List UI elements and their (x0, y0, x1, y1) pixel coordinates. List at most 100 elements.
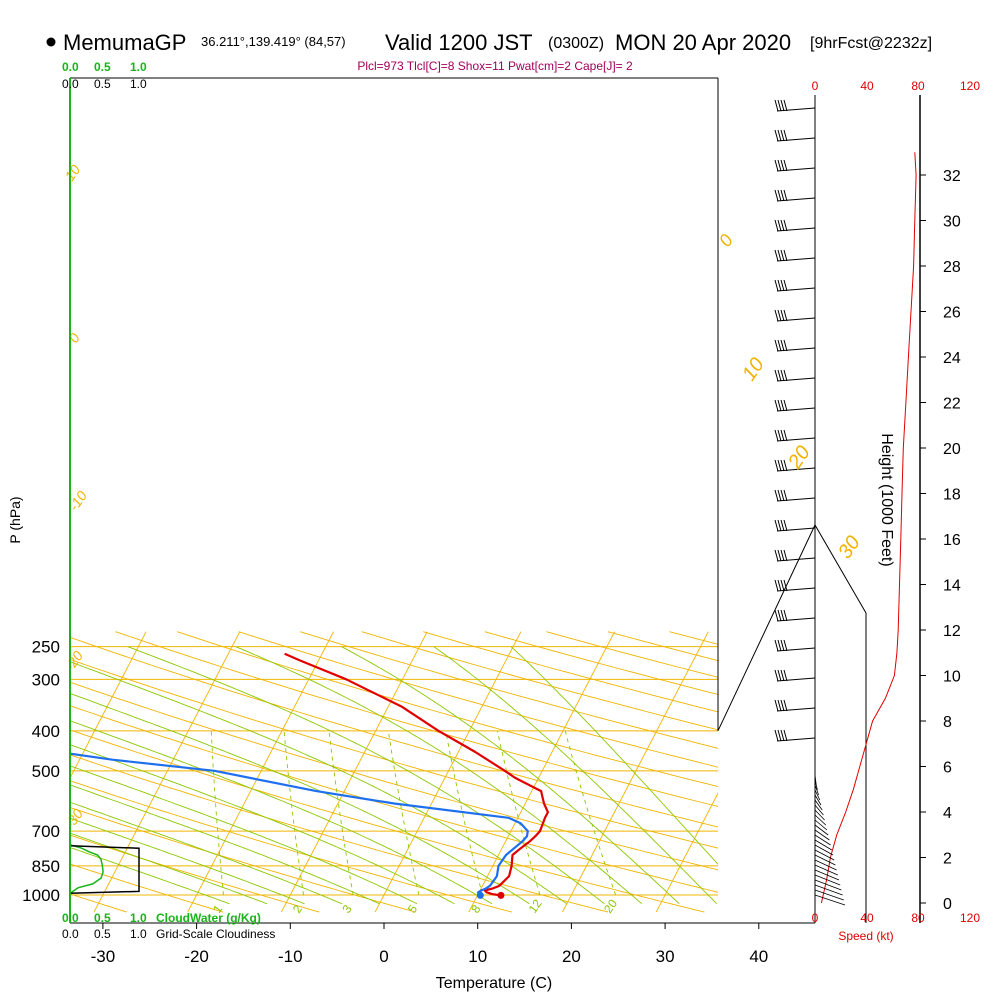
mixing-ratio-line (210, 730, 224, 896)
wind-barb-flag (783, 579, 788, 592)
temperature-tick-label: 0 (379, 947, 388, 966)
wind-barb-flag (774, 489, 779, 502)
wind-barb-flag (780, 249, 785, 262)
wind-barb-flag (777, 249, 782, 262)
height-tick-label: 18 (943, 487, 961, 504)
dry-adiabat-line (70, 806, 416, 913)
wind-barb-staff (776, 227, 816, 232)
height-tick-label: 14 (943, 578, 961, 595)
wind-barb-icon (774, 729, 816, 742)
moist-adiabat-line (70, 744, 455, 905)
wind-barb-icon (774, 489, 816, 502)
height-tick-label: 28 (943, 259, 961, 276)
low-level-wind-barb-icon (814, 839, 833, 851)
wind-barb-flag (774, 369, 779, 382)
moist-adiabat-line (70, 817, 305, 905)
low-level-wind-barb-icon (814, 869, 840, 881)
dry-adiabat-line (70, 658, 718, 849)
mixing-ratio-label: 5 (405, 902, 420, 916)
low-level-wind-barb-icon (814, 879, 842, 891)
low-level-wind-barb-icon (814, 779, 818, 791)
moist-adiabat-line (70, 720, 493, 905)
mixing-ratio-label: 3 (339, 902, 354, 916)
low-level-wind-barb-icon (814, 874, 841, 886)
moist-adiabat-line (70, 692, 530, 905)
height-tick-label: 8 (943, 714, 952, 731)
wind-barb-flag (774, 549, 779, 562)
wind-barb-icon (774, 429, 816, 442)
wind-barb-flag (783, 99, 788, 112)
y-axis-label: P (hPa) (7, 496, 23, 543)
chart-header: MemumaGP 36.211°,139.419° (84,57) Valid … (46, 30, 932, 73)
cloudiness-top-tick: 0.5 (94, 77, 111, 91)
height-tick-label: 16 (943, 532, 961, 549)
wind-barb-staff (776, 317, 816, 322)
low-level-wind-barb-icon (814, 799, 823, 811)
speed-top-tick: 0 (812, 79, 819, 93)
height-tick-label: 2 (943, 851, 952, 868)
isotherm-label: 10 (61, 162, 83, 184)
mixing-ratio-line (283, 730, 305, 896)
wind-barb-flag (777, 459, 782, 472)
wind-barb-flag (780, 489, 785, 502)
wind-barb-flag (783, 369, 788, 382)
wind-barb-flag (780, 129, 785, 142)
wind-barb-flag (780, 339, 785, 352)
speed-axis-label: Speed (kt) (838, 929, 893, 943)
wind-barb-flag (777, 609, 782, 622)
isotherm-line (562, 631, 709, 913)
moist-adiabat-line (70, 661, 568, 905)
wind-barb-flag (783, 729, 788, 742)
low-level-wind-barb-icon (814, 834, 831, 846)
wind-barb-staff (776, 647, 816, 652)
dry-adiabat-line (361, 631, 718, 731)
dry-adiabat-line (70, 705, 718, 893)
height-axis-label: Height (1000 Feet) (878, 433, 895, 566)
x-axis-label: Temperature (C) (436, 975, 552, 992)
wind-barb-flag (780, 609, 785, 622)
wind-barb-icon (774, 99, 816, 112)
wind-barb-flag (783, 339, 788, 352)
wind-barb-staff (776, 137, 816, 142)
cloudiness-axis-label: Grid-Scale Cloudiness (156, 927, 275, 941)
isotherm-label: 10 (738, 354, 769, 385)
wind-barb-flag (780, 579, 785, 592)
speed-bottom-tick: 80 (911, 911, 925, 925)
wind-barb-icon (774, 669, 816, 682)
temperature-tick-label: 30 (656, 947, 675, 966)
cloud-water-bottom-tick: 1.0 (130, 911, 147, 925)
wind-barb-icon (774, 579, 816, 592)
wind-barb-flag (774, 579, 779, 592)
wind-barb-flag (774, 129, 779, 142)
temperature-tick-label: 20 (562, 947, 581, 966)
dry-adiabat-line (70, 834, 320, 913)
low-level-wind-barb-icon (814, 844, 834, 856)
wind-barb-flag (783, 309, 788, 322)
wind-barb-flag (777, 219, 782, 232)
mixing-ratio-line (445, 730, 483, 896)
wind-barb-icon (774, 399, 816, 412)
wind-barb-icon (774, 249, 816, 262)
wind-barb-icon (774, 189, 816, 202)
wind-barb-flag (777, 519, 782, 532)
wind-barb-flag (777, 729, 782, 742)
wind-barb-staff (776, 497, 816, 502)
wind-barb-flag (777, 549, 782, 562)
wind-barb-staff (776, 437, 816, 442)
moist-adiabat-line (70, 846, 230, 905)
wind-barb-flag (783, 519, 788, 532)
forecast-date: MON 20 Apr 2020 (615, 30, 791, 55)
wind-barb-flag (783, 159, 788, 172)
speed-bottom-tick: 40 (860, 911, 874, 925)
dry-adiabat-line (484, 631, 718, 695)
wind-barb-flag (774, 159, 779, 172)
wind-barb-staff (776, 347, 816, 352)
low-level-wind-barb-icon (814, 804, 824, 816)
wind-barb-icon (774, 279, 816, 292)
wind-barb-icon (774, 609, 816, 622)
low-level-wind-barb-icon (814, 859, 837, 871)
wind-barb-flag (780, 729, 785, 742)
low-level-wind-barb-icon (814, 889, 844, 901)
dry-adiabat-line (238, 631, 718, 768)
